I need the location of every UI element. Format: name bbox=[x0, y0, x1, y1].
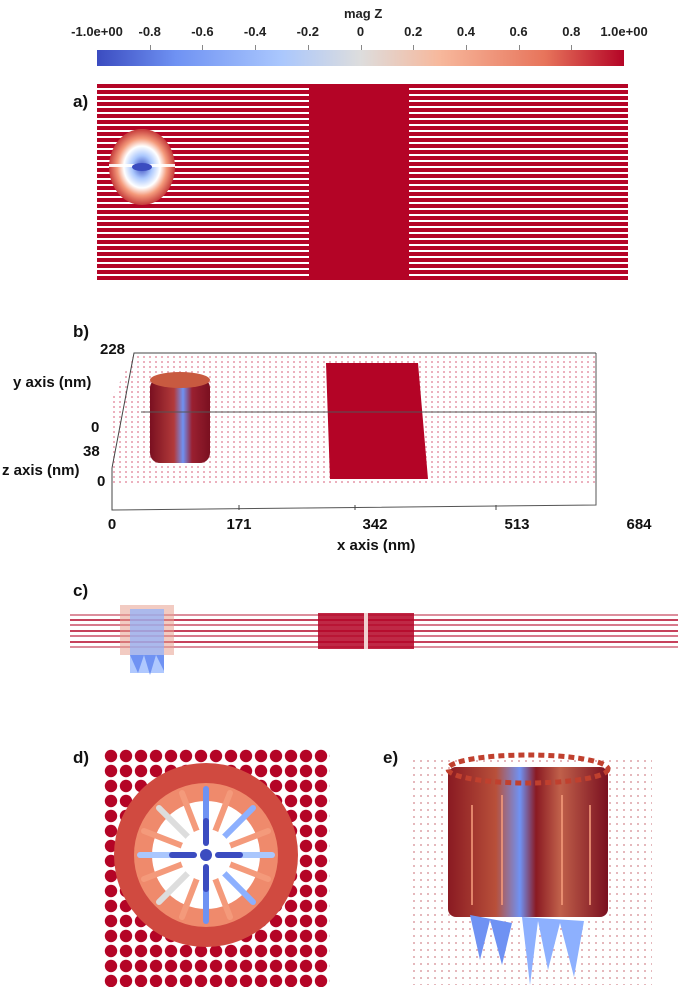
panel-a-top-view bbox=[97, 84, 628, 280]
panel-e-skyrmion-3d-view bbox=[412, 745, 652, 990]
z-tick-min: 0 bbox=[97, 473, 106, 490]
panel-d-skyrmion-top-view bbox=[104, 749, 330, 987]
panel-e-label: e) bbox=[383, 748, 399, 767]
colorbar-tick-label: -0.8 bbox=[138, 24, 161, 39]
colorbar-tick-mark bbox=[307, 45, 309, 50]
colorbar-tick-label: -1.0e+00 bbox=[71, 24, 123, 39]
x-tick-513: 513 bbox=[504, 516, 530, 533]
y-tick-min: 0 bbox=[91, 419, 100, 436]
z-tick-max: 38 bbox=[83, 443, 100, 460]
colorbar-tick-label: 1.0e+00 bbox=[600, 24, 648, 39]
colorbar-tick-label: 0.8 bbox=[562, 24, 581, 39]
colorbar-tick-label: 0.4 bbox=[456, 24, 475, 39]
x-axis-label: x axis (nm) bbox=[337, 537, 416, 554]
y-tick-max: 228 bbox=[100, 341, 126, 358]
panel-b-3d-view bbox=[100, 345, 660, 515]
x-tick-684: 684 bbox=[626, 516, 652, 533]
colorbar-tick-label: 0 bbox=[356, 24, 365, 39]
colorbar-tick-mark bbox=[465, 45, 467, 50]
y-axis-label: y axis (nm) bbox=[13, 374, 92, 391]
colorbar-title: mag Z bbox=[344, 6, 383, 21]
colorbar-tick-mark bbox=[255, 45, 257, 50]
panel-b-label: b) bbox=[73, 322, 90, 341]
z-axis-label: z axis (nm) bbox=[2, 462, 80, 479]
colorbar-tick-label: -0.4 bbox=[243, 24, 267, 39]
colorbar-tick-label: -0.6 bbox=[191, 24, 214, 39]
colorbar bbox=[97, 50, 624, 66]
colorbar-tick-mark bbox=[518, 45, 520, 50]
colorbar-tick-label: -0.2 bbox=[296, 24, 319, 39]
colorbar-tick-mark bbox=[149, 45, 151, 50]
colorbar-tick-mark bbox=[202, 45, 204, 50]
panel-a-label: a) bbox=[73, 92, 89, 111]
colorbar-tick-mark bbox=[360, 45, 362, 50]
colorbar-tick-label: 0.6 bbox=[509, 24, 528, 39]
panel-c-label: c) bbox=[73, 581, 89, 600]
panel-d-label: d) bbox=[73, 748, 90, 767]
x-tick-342: 342 bbox=[362, 516, 388, 533]
colorbar-tick-mark bbox=[413, 45, 415, 50]
colorbar-tick-mark bbox=[571, 45, 573, 50]
panel-c-side-view bbox=[68, 603, 680, 675]
x-tick-171: 171 bbox=[226, 516, 252, 533]
x-tick-0: 0 bbox=[107, 516, 117, 533]
colorbar-tick-label: 0.2 bbox=[404, 24, 423, 39]
